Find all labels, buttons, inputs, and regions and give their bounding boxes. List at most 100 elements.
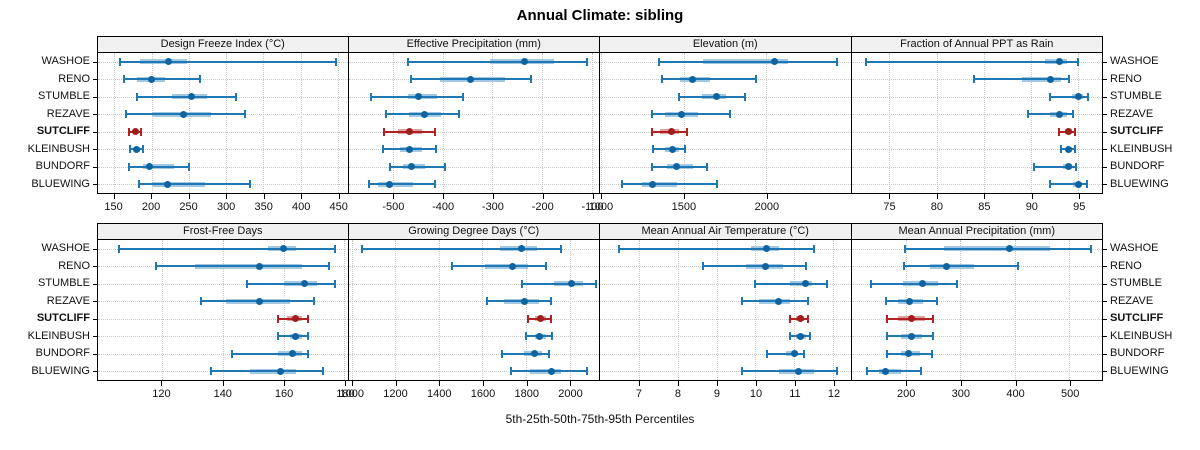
cap-p95	[806, 314, 809, 323]
median-dot	[673, 163, 681, 171]
axis-tick	[794, 381, 796, 386]
median-dot	[1055, 58, 1063, 66]
cap-p5	[123, 75, 126, 84]
site-label-kleinbush: KLEINBUSH	[0, 328, 97, 346]
axis-tick-label: 2000	[754, 201, 780, 213]
site-labels-right: WASHOE RENO STUMBLE REZAVE SUTCLIFF KLEINBUSH…	[1103, 36, 1200, 220]
axis-tick	[889, 194, 891, 199]
cap-p95	[705, 162, 708, 171]
cap-p95	[550, 297, 553, 306]
gridline-h	[348, 301, 599, 303]
median-dot	[648, 180, 656, 188]
cap-p5	[677, 92, 680, 101]
median-dot	[907, 315, 915, 323]
interval-5-95	[408, 60, 587, 63]
axis-tick	[1031, 194, 1033, 199]
gridline-h	[851, 96, 1102, 98]
gridline-h	[851, 371, 1102, 373]
panel-header: Fraction of Annual PPT as Rain	[851, 36, 1103, 53]
panel-header: Mean Annual Precipitation (mm)	[851, 223, 1103, 240]
cap-p95	[585, 57, 588, 66]
interval-5-95	[622, 183, 717, 186]
cap-p5	[209, 367, 212, 376]
median-dot	[277, 367, 285, 375]
axis-tick-label: 200	[896, 388, 916, 400]
gridline-v	[833, 240, 835, 380]
gridline-v	[492, 53, 494, 193]
cap-p5	[407, 57, 410, 66]
site-labels-left: WASHOE RENO STUMBLE REZAVE SUTCLIFF KLEINBUSH…	[0, 36, 97, 220]
interval-5-95	[210, 370, 324, 373]
gridline-v	[766, 53, 768, 193]
site-label-reno: RENO	[0, 258, 97, 276]
cap-p95	[931, 349, 934, 358]
axis-tick	[833, 381, 835, 386]
site-label-washoe: WASHOE	[1103, 240, 1200, 258]
interval-5-95	[904, 247, 1092, 250]
gridline-v	[438, 240, 440, 380]
axis-tick-label: 250	[179, 201, 198, 213]
gridline-h	[348, 353, 599, 355]
gridline-v	[226, 53, 228, 193]
row-tick	[1103, 184, 1107, 186]
site-label-kleinbush: KLEINBUSH	[0, 141, 97, 159]
cap-p95	[932, 314, 935, 323]
interval-5-95	[741, 370, 837, 373]
site-label-rezave: REZAVE	[0, 293, 97, 311]
axis-tick	[395, 381, 397, 386]
axis-tick-label: 1500	[671, 201, 697, 213]
median-dot	[145, 163, 153, 171]
chart-title: Annual Climate: sibling	[516, 7, 684, 24]
median-dot	[794, 367, 802, 375]
axis-tick	[482, 381, 484, 386]
median-dot	[292, 315, 300, 323]
row-tick	[1103, 96, 1107, 98]
cap-p95	[234, 92, 237, 101]
row-tick	[1103, 283, 1107, 285]
axis-tick	[716, 381, 718, 386]
gridline-h	[600, 149, 851, 151]
gridline-h	[348, 131, 599, 133]
gridline-v	[905, 240, 907, 380]
axis-tick	[592, 194, 594, 199]
site-label-sutcliff: SUTCLIFF	[0, 123, 97, 141]
row-tick	[93, 184, 97, 186]
axis-tick-label: 120	[152, 388, 171, 400]
cap-p95	[812, 244, 815, 253]
site-label-washoe: WASHOE	[0, 53, 97, 71]
gridline-h	[851, 184, 1102, 186]
panel-header: Frost-Free Days	[97, 223, 349, 240]
gridline-h	[851, 114, 1102, 116]
interval-5-95	[129, 165, 189, 168]
plot-area	[600, 53, 852, 194]
cap-p95	[141, 145, 144, 154]
axis-tick	[936, 194, 938, 199]
interval-5-95	[136, 95, 236, 98]
panel-row: WASHOE RENO STUMBLE REZAVE SUTCLIFF KLEINBUSH…	[0, 36, 1200, 220]
gridline-v	[283, 240, 285, 380]
gridline-h	[600, 336, 851, 338]
interval-5-95	[502, 352, 549, 355]
axis-tick-label: 400	[292, 201, 311, 213]
gridline-v	[541, 53, 543, 193]
cap-p5	[128, 127, 131, 136]
gridline-h	[98, 336, 348, 338]
x-axis: 120 140 160 180	[97, 381, 355, 407]
gridline-h	[851, 131, 1102, 133]
median-dot	[187, 93, 195, 101]
median-dot	[531, 350, 539, 358]
site-label-sutcliff: SUTCLIFF	[0, 310, 97, 328]
median-dot	[1065, 163, 1073, 171]
median-dot	[1074, 180, 1082, 188]
cap-p5	[137, 180, 140, 189]
cap-p5	[527, 314, 530, 323]
gridline-v	[1069, 240, 1071, 380]
plot-area	[348, 240, 600, 381]
median-dot	[1046, 75, 1054, 83]
site-label-rezave: REZAVE	[0, 106, 97, 124]
interval-5-95	[1028, 113, 1073, 116]
gridline-v	[344, 240, 346, 380]
panel-header: Design Freeze Index (°C)	[97, 36, 349, 53]
cap-p95	[594, 279, 597, 288]
